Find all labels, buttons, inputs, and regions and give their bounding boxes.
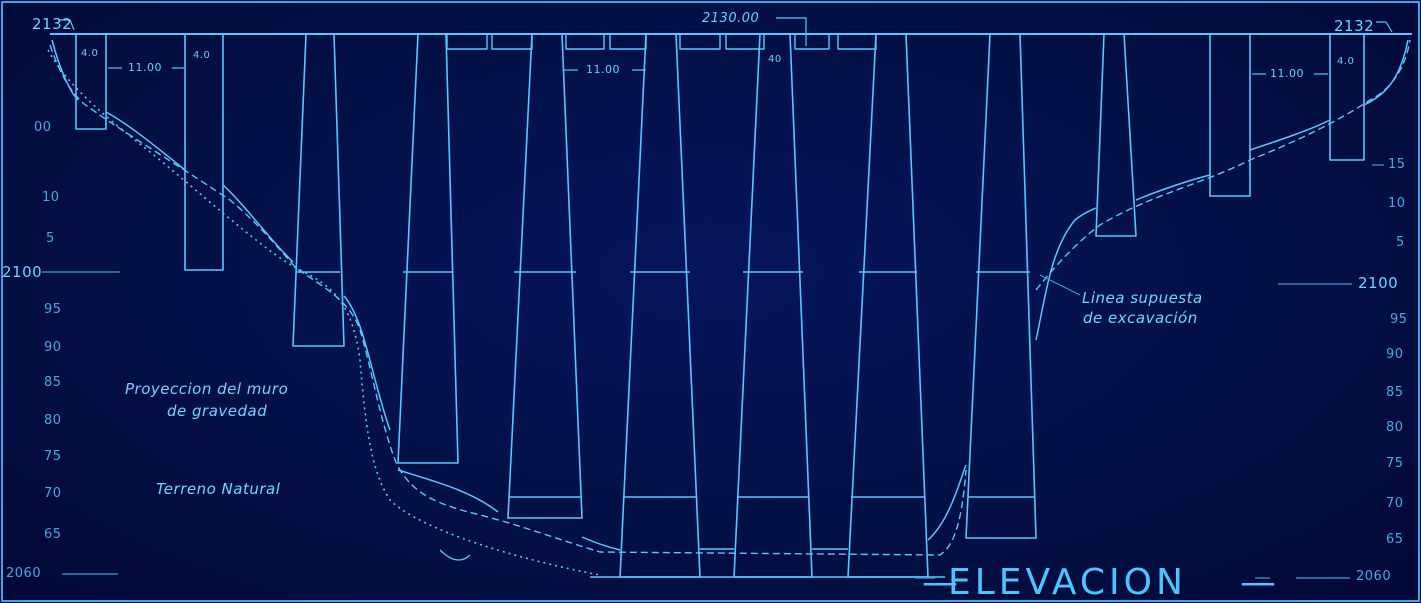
excavation-line [49,39,1411,556]
right-scale-label: 70 [1386,496,1404,511]
right-scale-label: 2100 [1358,274,1399,292]
left-scale-label: 85 [44,375,62,390]
buttress-9 [965,33,1037,539]
right-scale-label: 2060 [1356,569,1392,584]
right-scale-label: 95 [1390,312,1408,327]
pier-width: 4.0 [193,50,211,61]
pier-2 [184,33,224,271]
buttress-3 [292,33,345,347]
dimension-arrows [58,17,1393,75]
left-scale-label: 90 [44,340,62,355]
right-scale-label: 15 [1388,157,1406,172]
left-scale-label: 95 [44,302,62,317]
left-scale-label: 00 [34,120,52,135]
left-scale-label: 2100 [2,263,43,281]
left-scale-label: 80 [44,413,62,428]
pier-right-2 [1209,33,1251,197]
buttress-piers [292,33,1137,578]
scale-ticks [42,164,1384,579]
title-dash-right: — [1240,562,1280,603]
left-corner-elevation: 2132 [32,15,73,33]
crest-elevation: 2130.00 [702,11,760,26]
pier-width: 40 [768,54,782,65]
terrain-curve [439,549,471,561]
left-scale-label: 10 [42,190,60,205]
crest-notches [446,33,877,50]
natural-ground-line [51,39,1409,551]
right-scale-label: 90 [1386,347,1404,362]
buttress-7 [733,33,813,578]
buttress-6 [619,33,701,578]
pier-width: 4.0 [81,48,99,59]
right-scale-label: 85 [1386,385,1404,400]
span-dimension: 11.00 [128,61,162,74]
excavation-note-line-1: Linea supuesta [1082,289,1203,307]
drawing-title: ELEVACION [948,562,1187,603]
natural-ground-note: Terreno Natural [156,480,281,498]
right-scale-label: 10 [1388,196,1406,211]
title-dash-left: — [922,562,962,603]
buttress-5 [507,33,583,519]
pier-width: 4.0 [1337,56,1355,67]
projection-note-line-1: Proyeccion del muro [125,380,289,398]
buttress-10 [1095,33,1137,237]
span-dimension: 11.00 [586,63,620,76]
buttress-8 [847,33,929,578]
left-scale-label: 2060 [6,566,42,581]
left-scale-label: 65 [44,527,62,542]
excavation-note-line-2: de excavación [1083,309,1198,327]
pier-right-abutment [1329,33,1365,161]
right-scale-label: 5 [1396,235,1405,250]
right-scale-label: 75 [1386,456,1404,471]
right-scale-label: 80 [1386,420,1404,435]
projection-note-line-2: de gravedad [167,402,268,420]
right-scale-label: 65 [1386,532,1404,547]
right-corner-elevation: 2132 [1334,17,1375,35]
span-dimension: 11.00 [1270,67,1304,80]
left-scale-label: 75 [44,449,62,464]
left-scale-label: 5 [46,231,55,246]
buttress-4 [397,33,459,464]
pier-left-abutment [75,33,107,130]
left-scale-label: 70 [44,486,62,501]
